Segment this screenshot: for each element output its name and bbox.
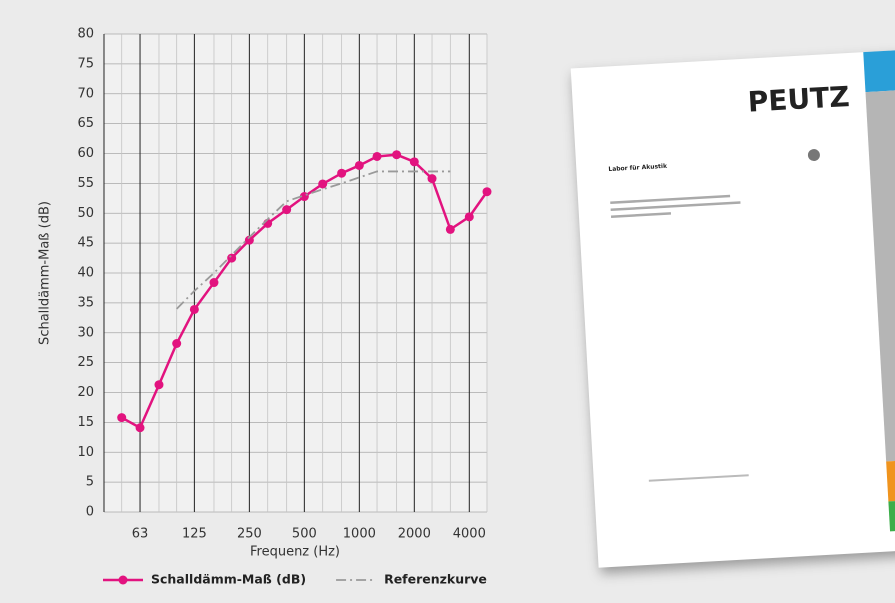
data-point <box>372 151 382 161</box>
doc-strip <box>863 50 895 93</box>
x-tick-label: 4000 <box>453 527 486 542</box>
y-tick-label: 45 <box>77 236 94 251</box>
y-axis-title: Schalldämm-Maß (dB) <box>38 201 53 345</box>
y-tick-label: 15 <box>77 415 94 430</box>
legend-label: Referenzkurve <box>384 572 487 587</box>
data-point <box>189 304 199 314</box>
y-tick-label: 75 <box>77 56 94 71</box>
y-tick-label: 30 <box>77 325 94 340</box>
x-tick-label: 2000 <box>398 527 431 542</box>
data-point <box>209 278 219 288</box>
y-tick-label: 40 <box>77 266 94 281</box>
data-point <box>172 339 182 349</box>
doc-text-line <box>610 194 731 204</box>
x-tick-label: 500 <box>292 527 317 542</box>
data-point <box>427 174 437 184</box>
data-point <box>244 235 254 245</box>
y-tick-label: 70 <box>77 86 94 101</box>
legend-marker <box>118 575 128 585</box>
document-page <box>570 50 895 568</box>
x-tick-label: 125 <box>182 527 207 542</box>
y-tick-label: 5 <box>86 475 94 490</box>
data-point <box>464 212 474 222</box>
doc-text-line <box>610 201 741 211</box>
data-point <box>227 253 237 263</box>
series-line <box>176 170 451 310</box>
data-point <box>445 224 455 234</box>
data-point <box>354 160 364 170</box>
y-tick-label: 0 <box>86 505 94 520</box>
y-tick-label: 50 <box>77 206 94 221</box>
document-thumbnail: PEUTZ Labor für Akustik <box>570 50 895 568</box>
y-tick-label: 80 <box>77 27 94 42</box>
y-tick-label: 55 <box>77 176 94 191</box>
y-tick-label: 20 <box>77 385 94 400</box>
y-tick-label: 60 <box>77 146 94 161</box>
data-point <box>117 413 127 423</box>
doc-text-line <box>648 474 749 482</box>
y-tick-label: 25 <box>77 355 94 370</box>
doc-heading: Labor für Akustik <box>608 163 668 173</box>
y-tick-label: 65 <box>77 116 94 131</box>
data-point <box>482 187 492 197</box>
y-tick-label: 35 <box>77 295 94 310</box>
x-axis-title: Frequenz (Hz) <box>250 545 340 560</box>
doc-text-line <box>610 212 672 218</box>
data-point <box>135 423 145 433</box>
data-point <box>318 179 328 189</box>
data-point <box>282 205 292 215</box>
x-tick-label: 250 <box>237 527 262 542</box>
doc-brand: PEUTZ <box>747 80 850 119</box>
data-point <box>409 157 419 167</box>
data-point <box>337 168 347 178</box>
x-tick-label: 1000 <box>343 527 376 542</box>
data-point <box>154 380 164 390</box>
data-point <box>392 150 402 160</box>
doc-logo <box>807 149 820 162</box>
y-tick-label: 10 <box>77 445 94 460</box>
x-tick-label: 63 <box>132 527 149 542</box>
legend-label: Schalldämm-Maß (dB) <box>151 572 306 587</box>
doc-strip <box>865 90 895 462</box>
